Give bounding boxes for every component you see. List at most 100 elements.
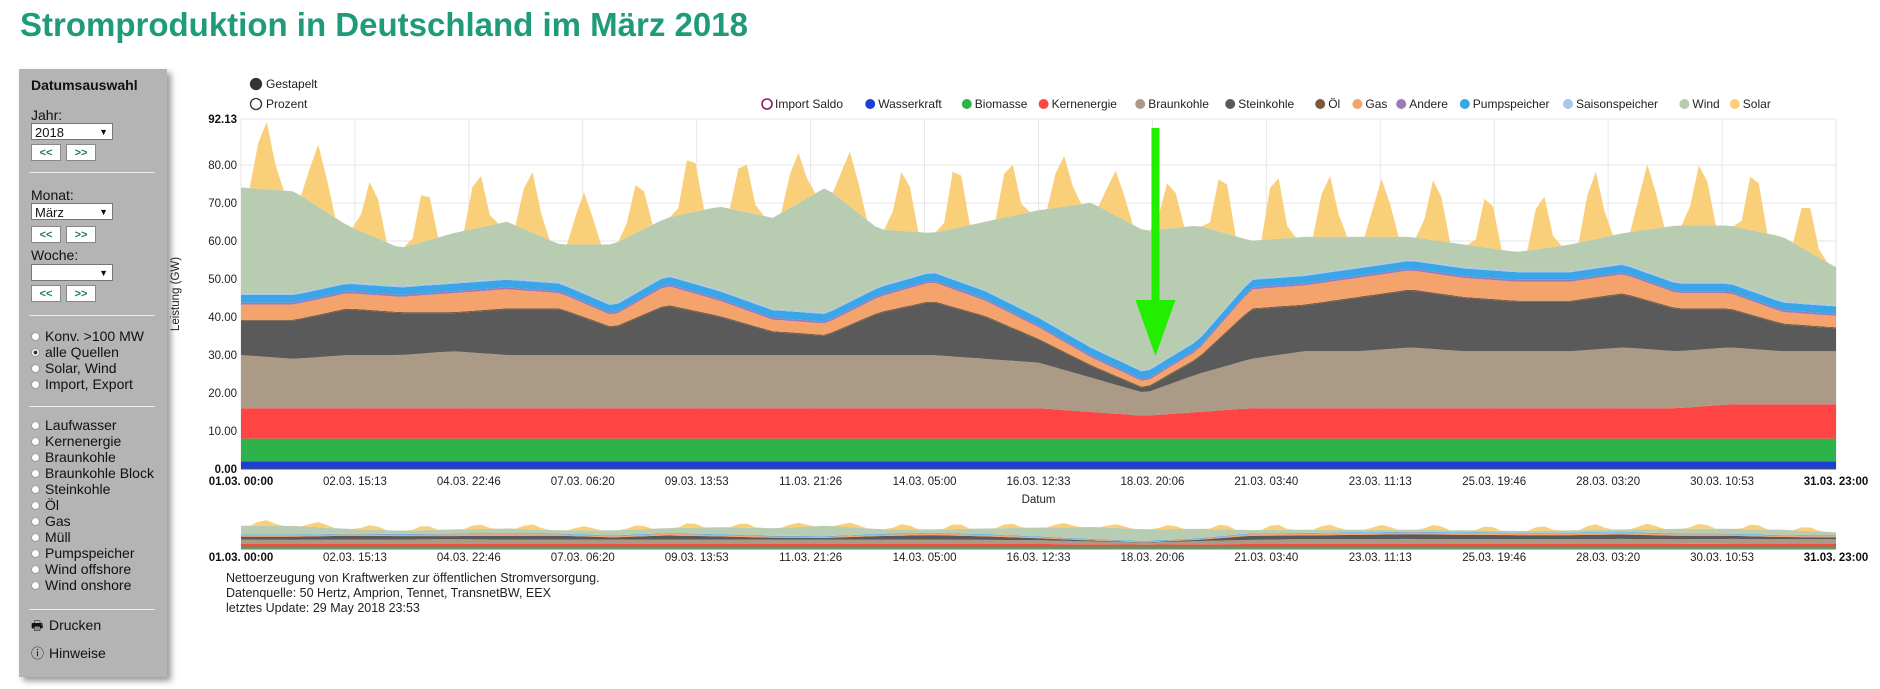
radio-source-2[interactable]: Braunkohle [31, 450, 116, 465]
radio-source-0[interactable]: Laufwasser [31, 418, 117, 433]
radio-source-6[interactable]: Gas [31, 514, 71, 529]
radio-source-4[interactable]: Steinkohle [31, 482, 110, 497]
legend-item: Saisonspeicher [1576, 97, 1658, 111]
y-tick-label: 70.00 [208, 198, 237, 210]
x-tick-label: 21.03. 03:40 [1234, 476, 1298, 488]
arrow-head [1135, 300, 1176, 356]
mini-x-tick-label: 04.03. 22:46 [437, 552, 501, 564]
week-select[interactable]: ▼ [31, 264, 113, 281]
x-axis-label: Datum [1022, 494, 1056, 506]
y-tick-label: 50.00 [208, 274, 237, 286]
year-next-button[interactable]: >> [66, 144, 96, 161]
radio-source-10[interactable]: Wind onshore [31, 578, 131, 593]
month-value: März [35, 205, 64, 220]
x-tick-label: 02.03. 15:13 [323, 476, 387, 488]
mini-x-tick-label: 28.03. 03:20 [1576, 552, 1640, 564]
radio-dot-icon [31, 437, 40, 446]
x-tick-label: 01.03. 00:00 [209, 476, 274, 488]
page-title: Stromproduktion in Deutschland im März 2… [20, 6, 748, 43]
mini-area-biomasse [241, 546, 1836, 549]
month-next-button[interactable]: >> [66, 226, 96, 243]
legend-marker [961, 99, 972, 109]
y-tick-label: 10.00 [208, 426, 237, 438]
legend-marker [1135, 99, 1146, 109]
radio-group-0[interactable]: Konv. >100 MW [31, 329, 144, 344]
print-label: Drucken [49, 617, 102, 633]
radio-dot-icon [31, 421, 40, 430]
annotation-arrow [1135, 128, 1176, 356]
legend-marker [865, 99, 876, 109]
radio-label: Wind onshore [45, 577, 132, 593]
radio-source-7[interactable]: Müll [31, 530, 71, 545]
legend-marker [1679, 99, 1690, 109]
month-prev-button[interactable]: << [31, 226, 61, 243]
mini-x-tick-label: 23.03. 11:13 [1349, 552, 1412, 564]
week-label: Woche: [31, 247, 79, 263]
legend-item: Gas [1365, 97, 1387, 111]
radio-label: Müll [45, 529, 71, 545]
mini-x-tick-label: 14.03. 05:00 [893, 552, 957, 564]
year-prev-button[interactable]: << [31, 144, 61, 161]
mini-x-tick-label: 25.03. 19:46 [1462, 552, 1526, 564]
legend-item: Andere [1409, 97, 1448, 111]
mini-area-gas [241, 532, 1836, 543]
legend: Import Saldo Wasserkraft Biomasse Kernenerg… [761, 97, 1771, 111]
arrow-shaft [1151, 128, 1160, 306]
legend-item: Wind [1692, 97, 1719, 111]
x-tick-label: 18.03. 20:06 [1120, 476, 1184, 488]
radio-dot-icon [31, 501, 40, 510]
radio-source-5[interactable]: Öl [31, 498, 59, 513]
mini-x-tick-label: 02.03. 15:13 [323, 552, 387, 564]
legend-marker [761, 98, 773, 110]
divider [29, 315, 155, 316]
legend-marker [1396, 99, 1407, 109]
radio-dot-icon [31, 581, 40, 590]
info-link[interactable]: ⓘ Hinweise [31, 643, 106, 662]
week-prev-button[interactable]: << [31, 285, 61, 302]
divider [29, 172, 155, 173]
y-tick-label: 40.00 [208, 312, 237, 324]
range-navigator: 01.03. 00:00 02.03. 15:13 04.03. 22:46 07.0… [209, 520, 1868, 564]
year-select[interactable]: 2018 ▼ [31, 123, 113, 140]
area-wind [241, 187, 1836, 371]
info-label: Hinweise [49, 645, 106, 661]
radio-source-1[interactable]: Kernenergie [31, 434, 121, 449]
legend-item: Wasserkraft [878, 97, 942, 111]
area--l [241, 289, 1836, 388]
footer-source: Datenquelle: 50 Hertz, Amprion, Tennet, … [226, 586, 551, 600]
info-icon: ⓘ [31, 646, 45, 661]
stacked-areas [241, 121, 1836, 469]
y-tick-label: 92.13 [208, 114, 237, 126]
legend-marker [1459, 99, 1470, 109]
mode-toggle-0[interactable]: Gestapelt [249, 77, 319, 91]
radio-dot-icon [31, 549, 40, 558]
year-value: 2018 [35, 125, 64, 140]
mini-area-pumpspeicher [241, 531, 1836, 542]
radio-dot-icon [31, 364, 40, 373]
toggle-label: Prozent [266, 97, 308, 111]
mini-x-tick-label: 01.03. 00:00 [209, 552, 274, 564]
footer-update: letztes Update: 29 May 2018 23:53 [226, 601, 420, 615]
radio-group-2[interactable]: Solar, Wind [31, 361, 117, 376]
printer-icon: 🖶 [31, 618, 44, 633]
radio-dot-icon [31, 565, 40, 574]
toggle-label: Gestapelt [266, 77, 318, 91]
radio-group-3[interactable]: Import, Export [31, 377, 133, 392]
radio-group-1[interactable]: alle Quellen [31, 345, 119, 360]
legend-marker [1729, 99, 1740, 109]
week-next-button[interactable]: >> [66, 285, 96, 302]
area-braunkohle [241, 347, 1836, 416]
radio-dot-icon [31, 348, 40, 357]
radio-source-3[interactable]: Braunkohle Block [31, 466, 154, 481]
legend-marker [1352, 99, 1363, 109]
mini-x-tick-label: 21.03. 03:40 [1234, 552, 1298, 564]
print-link[interactable]: 🖶 Drucken [31, 617, 101, 639]
radio-source-9[interactable]: Wind offshore [31, 562, 131, 577]
legend-item: Kernenergie [1052, 97, 1118, 111]
radio-source-8[interactable]: Pumpspeicher [31, 546, 135, 561]
y-tick-label: 20.00 [208, 388, 237, 400]
radio-label: Solar, Wind [45, 360, 117, 376]
mode-toggle-1[interactable]: Prozent [249, 97, 309, 111]
radio-label: Wind offshore [45, 561, 132, 577]
month-select[interactable]: März ▼ [31, 203, 113, 220]
